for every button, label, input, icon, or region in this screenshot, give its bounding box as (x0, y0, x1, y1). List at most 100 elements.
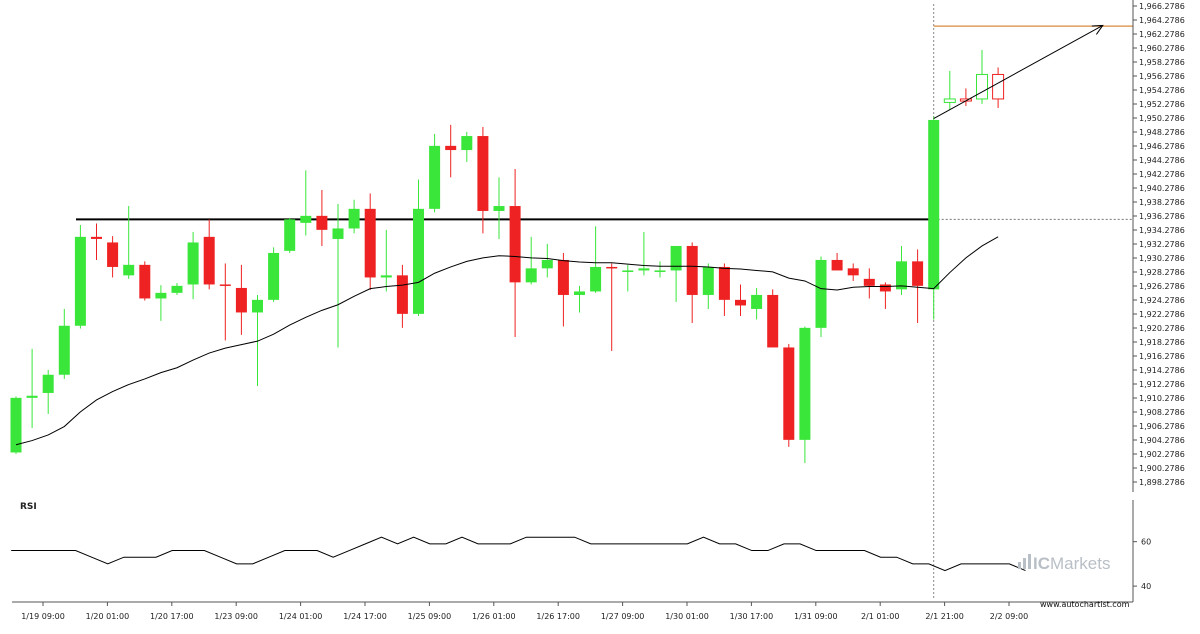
candle-body (58, 325, 70, 375)
candle-body (42, 374, 54, 393)
time-tick-label: 1/26 01:00 (472, 612, 516, 621)
ic-markets-logo: ICMarkets (1018, 554, 1110, 573)
candle-body (300, 215, 312, 223)
candle-body (815, 259, 827, 328)
time-tick-label: 2/2 09:00 (990, 612, 1028, 621)
forecast-arrow-line (933, 25, 1103, 119)
candle-body (976, 73, 988, 100)
candle-body (767, 294, 779, 348)
price-tick-label: 1,904.2786 (1139, 436, 1185, 445)
candle-body (943, 98, 956, 103)
candle-body (316, 215, 328, 230)
time-tick-label: 1/30 17:00 (730, 612, 774, 621)
svg-text:ICMarkets: ICMarkets (1033, 554, 1110, 573)
candle-body (686, 245, 698, 295)
time-tick-label: 1/25 09:00 (408, 612, 452, 621)
candle-body (751, 294, 763, 309)
candle-body (783, 347, 795, 440)
candle-body (525, 268, 537, 283)
time-tick-label: 1/24 17:00 (343, 612, 387, 621)
candle-body (541, 259, 553, 269)
candle-body (928, 119, 940, 290)
candle-body (332, 228, 344, 239)
candle-body (992, 73, 1005, 100)
price-tick-label: 1,930.2786 (1139, 254, 1185, 263)
candle-body (606, 266, 618, 269)
candle-body (799, 327, 811, 440)
candle-body (364, 208, 376, 278)
price-tick-label: 1,898.2786 (1139, 478, 1185, 487)
price-tick-label: 1,960.2786 (1139, 44, 1185, 53)
candle-body (879, 284, 891, 292)
price-tick-label: 1,922.2786 (1139, 310, 1185, 319)
logo-bars-icon (1018, 554, 1031, 569)
logo-markets-text: Markets (1050, 554, 1110, 573)
time-tick-label: 1/23 09:00 (214, 612, 258, 621)
candle-body (268, 252, 280, 300)
rsi-tick-label: 40 (1141, 582, 1151, 591)
candle-body (509, 206, 521, 283)
rsi-title: RSI (20, 502, 37, 512)
price-tick-label: 1,900.2786 (1139, 464, 1185, 473)
price-tick-label: 1,962.2786 (1139, 30, 1185, 39)
candle-body (557, 259, 569, 295)
candle-body (638, 268, 650, 271)
candle-body (123, 264, 135, 276)
candle-body (235, 287, 247, 313)
candle-body (912, 261, 924, 286)
price-tick-label: 1,908.2786 (1139, 408, 1185, 417)
candle-body (380, 275, 392, 278)
candle-body (219, 284, 231, 286)
time-axis: 1/19 09:00 1/20 01:00 1/20 17:00 1/23 09:00… (12, 601, 1133, 621)
candle-body (477, 136, 489, 211)
autochartist-credit: www.autochartist.com (1040, 600, 1130, 609)
candle-body (702, 266, 714, 295)
moving-average-line (15, 236, 999, 446)
price-tick-label: 1,912.2786 (1139, 380, 1185, 389)
time-tick-label: 2/1 21:00 (925, 612, 963, 621)
candle-body (413, 208, 424, 314)
rsi-panel: RSI 60 40 (11, 500, 1151, 602)
price-tick-label: 1,964.2786 (1139, 16, 1185, 25)
price-tick-label: 1,906.2786 (1139, 422, 1185, 431)
time-tick-label: 1/24 01:00 (279, 612, 323, 621)
time-tick-label: 1/20 17:00 (150, 612, 194, 621)
candle-body (396, 275, 408, 314)
price-tick-label: 1,952.2786 (1139, 100, 1185, 109)
candle-body (91, 236, 102, 239)
price-tick-label: 1,926.2786 (1139, 282, 1185, 291)
price-tick-label: 1,910.2786 (1139, 394, 1185, 403)
candle-body (26, 395, 38, 398)
candle-body (284, 219, 296, 251)
candle-body (654, 270, 666, 272)
candle-body (847, 268, 859, 276)
price-tick-label: 1,918.2786 (1139, 338, 1185, 347)
price-tick-label: 1,954.2786 (1139, 86, 1185, 95)
price-tick-label: 1,938.2786 (1139, 198, 1185, 207)
time-tick-label: 1/26 17:00 (536, 612, 580, 621)
forecast-arrow-head (1091, 24, 1104, 35)
candle-body (107, 242, 119, 267)
candle-body (493, 206, 505, 211)
price-tick-label: 1,950.2786 (1139, 114, 1185, 123)
candle-body (187, 242, 199, 285)
candle-body (735, 299, 746, 306)
candle-body (445, 145, 457, 151)
candle-body (622, 270, 634, 272)
candle-body (348, 208, 360, 229)
price-tick-label: 1,914.2786 (1139, 366, 1185, 375)
price-tick-label: 1,942.2786 (1139, 170, 1185, 179)
price-tick-label: 1,958.2786 (1139, 58, 1185, 67)
price-tick-label: 1,924.2786 (1139, 296, 1185, 305)
candle-body (74, 236, 86, 326)
price-tick-label: 1,920.2786 (1139, 324, 1185, 333)
time-tick-label: 1/20 01:00 (86, 612, 130, 621)
candle-body (574, 291, 585, 295)
price-tick-label: 1,916.2786 (1139, 352, 1185, 361)
price-tick-label: 1,948.2786 (1139, 128, 1185, 137)
candle-body (461, 136, 473, 151)
candle-body (429, 145, 441, 209)
time-tick-label: 1/30 01:00 (665, 612, 709, 621)
